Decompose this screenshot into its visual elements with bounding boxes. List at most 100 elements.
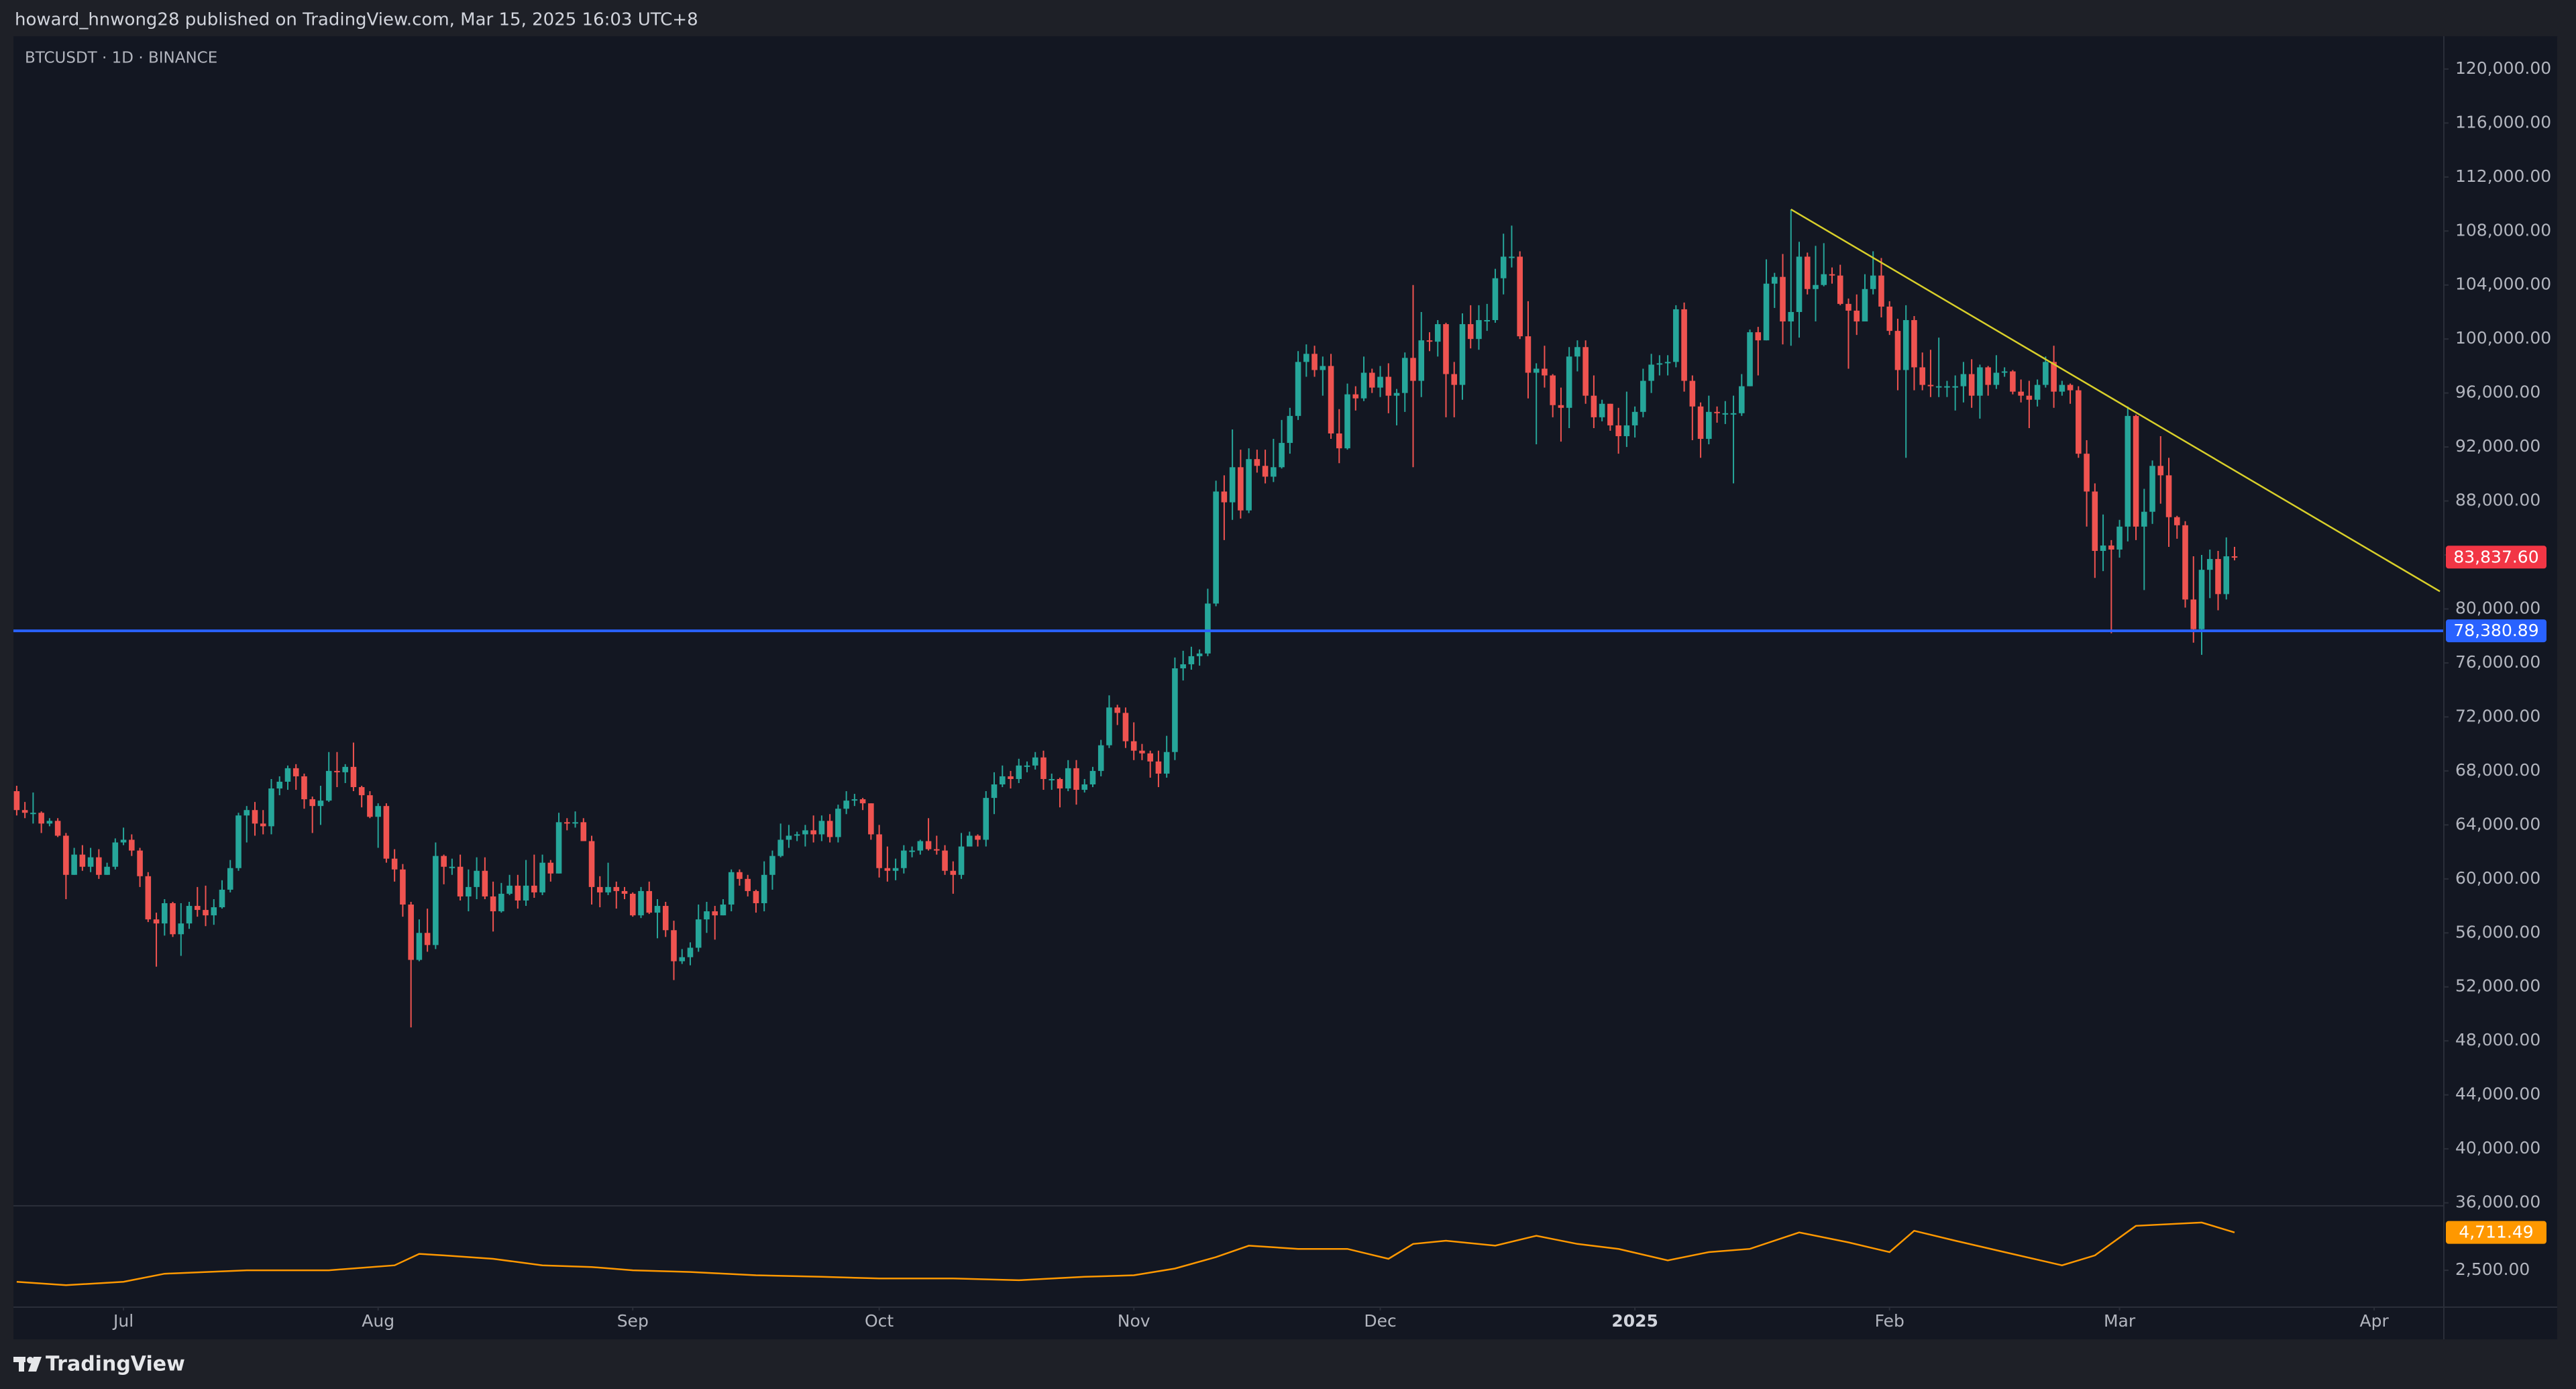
candle-body xyxy=(794,834,800,836)
indicator-value-box xyxy=(2446,1221,2546,1244)
brand-logo xyxy=(13,1357,42,1372)
candle-body xyxy=(1238,467,1244,511)
candle-body xyxy=(1172,668,1178,752)
candle-body xyxy=(818,821,825,835)
candle-body xyxy=(1295,362,1301,416)
candle-body xyxy=(449,866,455,868)
candle-body xyxy=(2141,511,2147,527)
candle-body xyxy=(120,839,127,843)
candle-body xyxy=(1829,274,1835,276)
candle-body xyxy=(1368,372,1375,388)
candle-body xyxy=(810,830,816,835)
candle-body xyxy=(761,874,767,904)
candle-body xyxy=(506,885,513,894)
logo-slash xyxy=(28,1357,42,1372)
candle-body xyxy=(1813,285,1819,289)
chart-pane xyxy=(13,36,2557,1339)
candle-body xyxy=(547,862,554,874)
indicator-value-text: 4,711.49 xyxy=(2459,1223,2533,1242)
y-tick-label: 88,000.00 xyxy=(2455,491,2540,510)
candle-body xyxy=(424,933,431,945)
candle-body xyxy=(317,801,324,807)
candle-body xyxy=(1049,778,1055,780)
candle-body xyxy=(1591,395,1597,417)
candle-body xyxy=(712,911,718,916)
candle-body xyxy=(350,766,357,788)
candle-body xyxy=(1656,363,1663,365)
candle-body xyxy=(876,834,882,868)
candle-body xyxy=(79,854,86,867)
candle-body xyxy=(1097,745,1104,771)
candle-body xyxy=(104,866,110,875)
candle-body xyxy=(1796,256,1803,312)
candle-body xyxy=(950,870,957,875)
candle-body xyxy=(1311,354,1318,370)
y-tick-label: 108,000.00 xyxy=(2455,220,2551,240)
candle-body xyxy=(1574,347,1580,357)
candle-body xyxy=(2198,570,2205,629)
candle-body xyxy=(983,798,989,840)
candle-body xyxy=(1755,332,1762,341)
candle-body xyxy=(1631,411,1638,425)
candle-body xyxy=(1804,256,1811,289)
y-tick-label: 96,000.00 xyxy=(2455,382,2540,402)
y-tick-label: 64,000.00 xyxy=(2455,814,2540,833)
candle-body xyxy=(1862,289,1868,322)
y-tick-label: 48,000.00 xyxy=(2455,1030,2540,1049)
candle-body xyxy=(991,784,998,799)
candle-body xyxy=(227,868,233,890)
candle-body xyxy=(1517,256,1523,337)
candle-body xyxy=(1262,466,1269,477)
candle-body xyxy=(1196,653,1203,656)
candle-body xyxy=(1344,394,1350,449)
candle-body xyxy=(375,806,381,817)
candle-body xyxy=(1845,303,1851,311)
indicator-line xyxy=(16,1221,2235,1286)
candle-body xyxy=(129,839,135,851)
trendline xyxy=(1790,209,2440,593)
y-tick-label: 104,000.00 xyxy=(2455,274,2551,294)
candle-body xyxy=(342,766,348,772)
y-tick-label: 120,000.00 xyxy=(2455,58,2551,78)
candle-body xyxy=(1401,358,1408,393)
candle-body xyxy=(433,856,439,945)
candle-body xyxy=(1771,276,1778,284)
candle-body xyxy=(1287,415,1293,444)
x-tick-label: Dec xyxy=(1364,1311,1396,1331)
candle-body xyxy=(629,893,636,916)
candle-body xyxy=(1147,753,1153,762)
candle-body xyxy=(457,866,464,896)
candle-body xyxy=(1788,311,1794,322)
candle-body xyxy=(1303,354,1309,362)
candle-body xyxy=(391,858,398,870)
candle-body xyxy=(292,768,299,776)
candle-body xyxy=(1739,386,1745,413)
candle-body xyxy=(662,906,669,931)
candle-body xyxy=(1730,413,1737,415)
candle-body xyxy=(1492,278,1499,321)
candle-body xyxy=(613,886,620,891)
candle-body xyxy=(1385,376,1392,396)
candle-body xyxy=(1246,459,1252,511)
candle-body xyxy=(942,850,948,871)
candle-body xyxy=(2133,415,2139,527)
y-tick-label: 76,000.00 xyxy=(2455,652,2540,672)
candle-body xyxy=(1500,256,1507,278)
candle-body xyxy=(1780,276,1786,322)
symbol-legend: BTCUSDT · 1D · BINANCE xyxy=(25,50,217,67)
candle-body xyxy=(1886,306,1892,331)
candle-body xyxy=(1902,320,1909,370)
x-tick-label: Oct xyxy=(865,1311,894,1331)
candle-body xyxy=(1854,310,1860,322)
candle-body xyxy=(999,776,1006,785)
support-price-box xyxy=(2446,619,2546,643)
last-price-text: 83,837.60 xyxy=(2453,547,2538,566)
candle-body xyxy=(1065,768,1071,789)
candle-body xyxy=(1623,425,1630,437)
candle-body xyxy=(1542,368,1548,376)
candle-body xyxy=(1352,394,1359,399)
candle-body xyxy=(466,886,472,896)
candle-body xyxy=(1706,411,1712,440)
candle-body xyxy=(2231,556,2238,558)
candle-body xyxy=(531,885,537,892)
